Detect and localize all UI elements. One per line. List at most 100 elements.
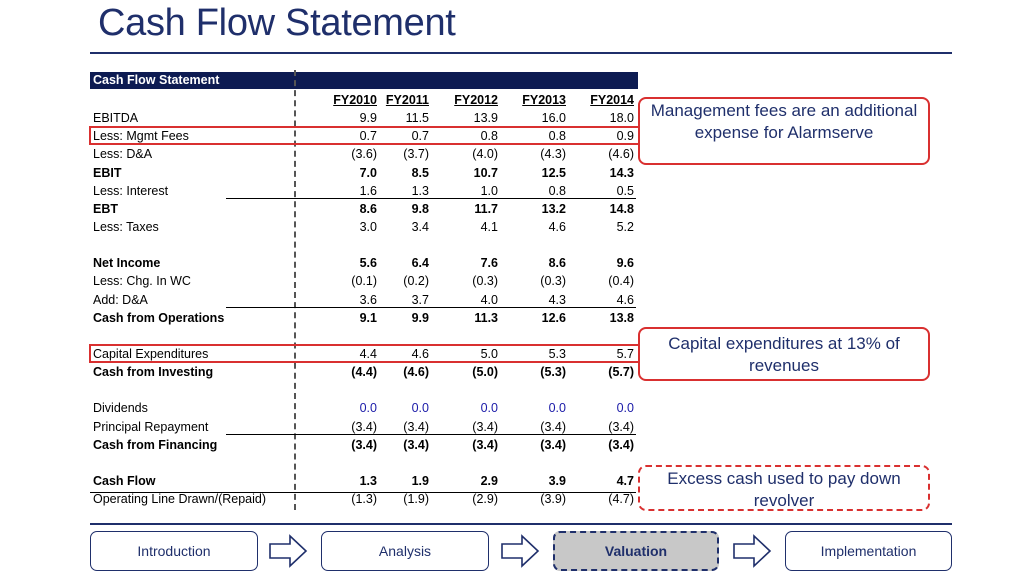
excess-cash-callout: Excess cash used to pay down revolver bbox=[638, 465, 930, 511]
table-cell: (0.3) bbox=[540, 274, 566, 289]
table-cell: 0.0 bbox=[480, 401, 498, 416]
arrow-right-icon bbox=[269, 534, 308, 568]
page-title: Cash Flow Statement bbox=[98, 2, 456, 44]
table-cell: 0.9 bbox=[616, 129, 634, 144]
footer-divider bbox=[90, 523, 952, 525]
table-cell: 11.5 bbox=[405, 111, 429, 126]
table-cell: (4.6) bbox=[608, 147, 634, 162]
table-cell: 0.7 bbox=[359, 129, 377, 144]
subtotal-rule bbox=[226, 198, 636, 199]
table-cell: (3.6) bbox=[351, 147, 377, 162]
nav-implementation-button[interactable]: Implementation bbox=[785, 531, 952, 571]
nav-analysis-button[interactable]: Analysis bbox=[321, 531, 489, 571]
table-cell: (3.4) bbox=[472, 419, 498, 434]
table-cell: 8.6 bbox=[548, 256, 566, 271]
table-cell: 4.6 bbox=[411, 346, 429, 361]
table-cell: 0.0 bbox=[411, 401, 429, 416]
table-cell: 10.7 bbox=[473, 165, 498, 180]
table-header: Cash Flow Statement bbox=[90, 72, 638, 89]
table-row: Principal Repayment (3.4) (3.4) (3.4) (3.4) (… bbox=[90, 418, 638, 436]
row-label: EBT bbox=[93, 201, 118, 216]
table-cell: (0.2) bbox=[403, 274, 429, 289]
table-body: EBITDA 9.9 11.5 13.9 16.0 18.0 Less: Mgmt Fees… bbox=[90, 109, 638, 508]
row-label: Less: Interest bbox=[93, 183, 169, 198]
table-cell: 14.8 bbox=[609, 201, 634, 216]
row-label: EBIT bbox=[93, 165, 122, 180]
table-cell: 5.6 bbox=[359, 256, 377, 271]
table-cell: 5.0 bbox=[480, 346, 498, 361]
table-cell: 13.2 bbox=[541, 201, 566, 216]
table-cell: 3.7 bbox=[411, 292, 429, 307]
table-row: Cash Flow 1.3 1.9 2.9 3.9 4.7 bbox=[90, 472, 638, 490]
subtotal-rule bbox=[226, 307, 636, 308]
column-header-row: FY2010 FY2011 FY2012 FY2013 FY2014 bbox=[90, 91, 638, 109]
mgmt-fees-highlight bbox=[89, 126, 640, 145]
capex-highlight bbox=[89, 344, 640, 363]
table-cell: (3.4) bbox=[540, 419, 566, 434]
table-cell: (2.9) bbox=[472, 492, 498, 507]
capex-callout: Capital expenditures at 13% of revenues bbox=[638, 327, 930, 381]
table-cell: 5.2 bbox=[616, 219, 634, 234]
table-cell: 4.0 bbox=[480, 292, 498, 307]
table-cell: (1.9) bbox=[403, 492, 429, 507]
table-cell: 12.6 bbox=[541, 310, 566, 325]
table-cell: 9.1 bbox=[359, 310, 377, 325]
table-cell: 1.9 bbox=[411, 473, 429, 488]
table-cell: 9.6 bbox=[616, 256, 634, 271]
table-cell: 1.6 bbox=[359, 183, 377, 198]
table-cell: 0.8 bbox=[548, 183, 566, 198]
row-label: Dividends bbox=[93, 401, 148, 416]
table-cell: 12.5 bbox=[541, 165, 566, 180]
arrow-right-icon bbox=[733, 534, 772, 568]
mgmt-fees-callout: Management fees are an additional expens… bbox=[638, 97, 930, 165]
subtotal-rule bbox=[90, 492, 636, 493]
table-cell: 3.4 bbox=[411, 219, 429, 234]
table-cell: (4.3) bbox=[540, 147, 566, 162]
table-cell: 8.6 bbox=[359, 201, 377, 216]
table-cell: (3.4) bbox=[608, 419, 634, 434]
table-row: Cash from Operations 9.1 9.9 11.3 12.6 13.8 bbox=[90, 309, 638, 327]
table-cell: (4.0) bbox=[472, 147, 498, 162]
column-header: FY2014 bbox=[590, 93, 634, 107]
table-row bbox=[90, 236, 638, 254]
table-cell: 7.6 bbox=[480, 256, 498, 271]
table-cell: 1.3 bbox=[411, 183, 429, 198]
table-row: Less: Interest 1.6 1.3 1.0 0.8 0.5 bbox=[90, 182, 638, 200]
table-cell: (4.7) bbox=[608, 492, 634, 507]
table-cell: (3.4) bbox=[351, 437, 377, 452]
table-row bbox=[90, 327, 638, 345]
table-cell: 16.0 bbox=[541, 111, 566, 126]
table-row: Less: Taxes 3.0 3.4 4.1 4.6 5.2 bbox=[90, 218, 638, 236]
table-cell: (5.0) bbox=[472, 365, 498, 380]
table-cell: 14.3 bbox=[609, 165, 634, 180]
table-cell: 9.9 bbox=[411, 310, 429, 325]
table-cell: 0.7 bbox=[411, 129, 429, 144]
table-cell: (3.4) bbox=[540, 437, 566, 452]
table-row: Capital Expenditures 4.4 4.6 5.0 5.3 5.7 bbox=[90, 345, 638, 363]
table-cell: 0.5 bbox=[616, 183, 634, 198]
table-row: Less: Mgmt Fees 0.7 0.7 0.8 0.8 0.9 bbox=[90, 127, 638, 145]
row-label: Capital Expenditures bbox=[93, 346, 209, 361]
row-label: Cash from Operations bbox=[93, 310, 225, 325]
table-cell: 11.3 bbox=[474, 310, 498, 325]
row-label: Add: D&A bbox=[93, 292, 148, 307]
table-cell: (3.4) bbox=[403, 437, 429, 452]
table-cell: (3.7) bbox=[403, 147, 429, 162]
table-cell: (0.3) bbox=[472, 274, 498, 289]
table-cell: 4.3 bbox=[548, 292, 566, 307]
table-cell: 9.9 bbox=[359, 111, 377, 126]
column-divider bbox=[294, 70, 296, 510]
table-cell: 3.0 bbox=[359, 219, 377, 234]
row-label: Less: D&A bbox=[93, 147, 153, 162]
row-label: Cash from Investing bbox=[93, 365, 214, 380]
table-cell: 18.0 bbox=[609, 111, 634, 126]
nav-valuation-button[interactable]: Valuation bbox=[553, 531, 719, 571]
table-cell: 1.3 bbox=[359, 473, 377, 488]
title-divider bbox=[90, 52, 952, 54]
nav-introduction-button[interactable]: Introduction bbox=[90, 531, 258, 571]
table-cell: (5.7) bbox=[608, 365, 634, 380]
row-label: Principal Repayment bbox=[93, 419, 209, 434]
table-row: EBIT 7.0 8.5 10.7 12.5 14.3 bbox=[90, 164, 638, 182]
column-header: FY2012 bbox=[454, 93, 498, 107]
table-cell: 0.8 bbox=[548, 129, 566, 144]
